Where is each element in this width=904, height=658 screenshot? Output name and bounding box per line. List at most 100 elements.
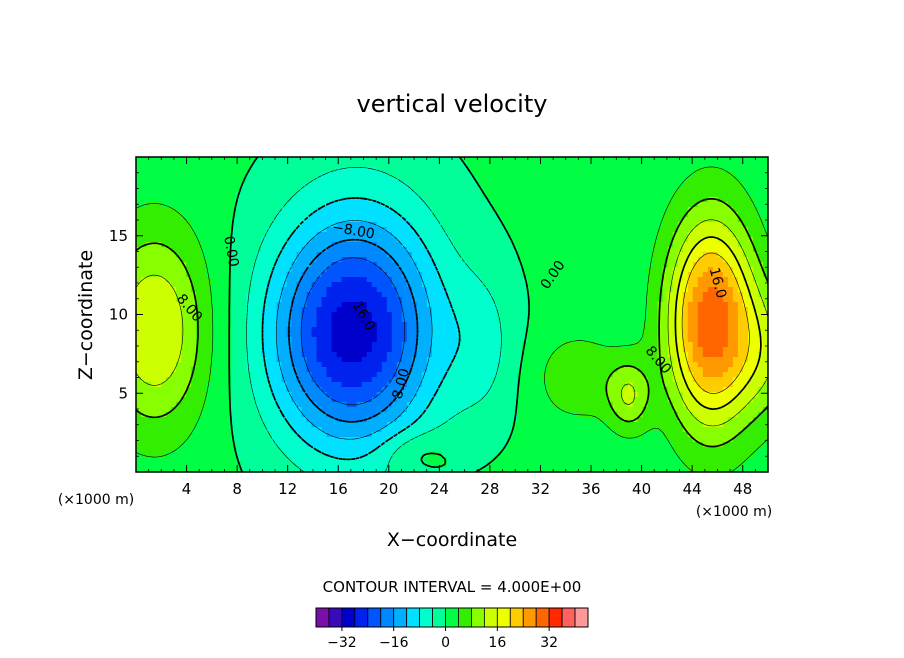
field-cell — [532, 287, 538, 293]
field-cell — [547, 167, 553, 173]
field-cell — [411, 192, 418, 198]
field-cell — [477, 282, 483, 288]
field-cell — [657, 252, 664, 258]
field-cell — [256, 157, 262, 163]
field-cell — [326, 217, 333, 223]
field-cell — [717, 157, 724, 163]
field-cell — [752, 167, 759, 173]
field-cell — [642, 302, 649, 308]
field-cell — [752, 327, 759, 333]
field-cell — [577, 322, 584, 328]
field-cell — [371, 237, 378, 243]
field-cell — [306, 222, 313, 228]
field-cell — [151, 157, 157, 163]
field-cell — [627, 302, 634, 308]
field-cell — [356, 247, 363, 253]
field-cell — [396, 157, 403, 163]
field-cell — [156, 277, 162, 283]
field-cell — [497, 242, 503, 248]
field-cell — [507, 287, 513, 293]
field-cell — [542, 302, 548, 308]
field-cell — [527, 297, 533, 303]
field-cell — [487, 307, 493, 313]
field-cell — [281, 307, 288, 313]
field-cell — [547, 267, 553, 273]
field-cell — [677, 307, 684, 313]
field-cell — [702, 347, 709, 353]
field-cell — [376, 332, 383, 338]
field-cell — [201, 187, 207, 193]
field-cell — [732, 182, 739, 188]
field-cell — [552, 332, 558, 338]
field-cell — [236, 317, 242, 323]
field-cell — [652, 232, 659, 238]
field-cell — [567, 242, 573, 248]
field-cell — [572, 237, 578, 243]
field-cell — [426, 297, 433, 303]
field-cell — [647, 347, 654, 353]
field-cell — [276, 162, 283, 168]
field-cell — [622, 172, 629, 178]
field-cell — [286, 277, 293, 283]
field-cell — [477, 337, 483, 343]
field-cell — [547, 282, 553, 288]
field-cell — [727, 212, 734, 218]
field-cell — [562, 227, 568, 233]
field-cell — [587, 202, 594, 208]
field-cell — [216, 337, 222, 343]
field-cell — [291, 222, 298, 228]
field-cell — [356, 287, 363, 293]
field-cell — [527, 212, 533, 218]
field-cell — [627, 167, 634, 173]
field-cell — [221, 312, 227, 318]
field-cell — [452, 172, 458, 178]
field-cell — [457, 352, 463, 358]
field-cell — [416, 282, 423, 288]
field-cell — [557, 172, 563, 178]
field-cell — [376, 302, 383, 308]
field-cell — [181, 217, 187, 223]
field-cell — [236, 157, 242, 163]
field-cell — [256, 172, 262, 178]
field-cell — [161, 297, 167, 303]
field-cell — [692, 222, 699, 228]
field-cell — [171, 277, 177, 283]
field-cell — [216, 252, 222, 258]
field-cell — [732, 307, 739, 313]
field-cell — [467, 167, 473, 173]
field-cell — [411, 267, 418, 273]
field-cell — [186, 317, 192, 323]
field-cell — [191, 197, 197, 203]
field-cell — [236, 287, 242, 293]
field-cell — [376, 307, 383, 313]
field-cell — [707, 162, 714, 168]
field-cell — [231, 187, 237, 193]
field-cell — [301, 252, 308, 258]
field-cell — [532, 242, 538, 248]
field-cell — [256, 332, 262, 338]
field-cell — [346, 287, 353, 293]
field-cell — [161, 342, 167, 348]
field-cell — [291, 287, 298, 293]
field-cell — [316, 267, 323, 273]
field-cell — [587, 282, 594, 288]
field-cell — [301, 337, 308, 343]
field-cell — [527, 292, 533, 298]
field-cell — [446, 282, 453, 288]
field-cell — [326, 177, 333, 183]
field-cell — [542, 332, 548, 338]
field-cell — [557, 222, 563, 228]
field-cell — [527, 207, 533, 213]
field-cell — [527, 347, 533, 353]
field-cell — [146, 302, 152, 308]
field-cell — [702, 227, 709, 233]
field-cell — [567, 317, 573, 323]
field-cell — [712, 307, 719, 313]
field-cell — [762, 232, 768, 238]
field-cell — [462, 337, 468, 343]
field-cell — [652, 222, 659, 228]
field-cell — [587, 197, 594, 203]
field-cell — [757, 267, 764, 273]
field-cell — [597, 322, 604, 328]
field-cell — [467, 162, 473, 168]
